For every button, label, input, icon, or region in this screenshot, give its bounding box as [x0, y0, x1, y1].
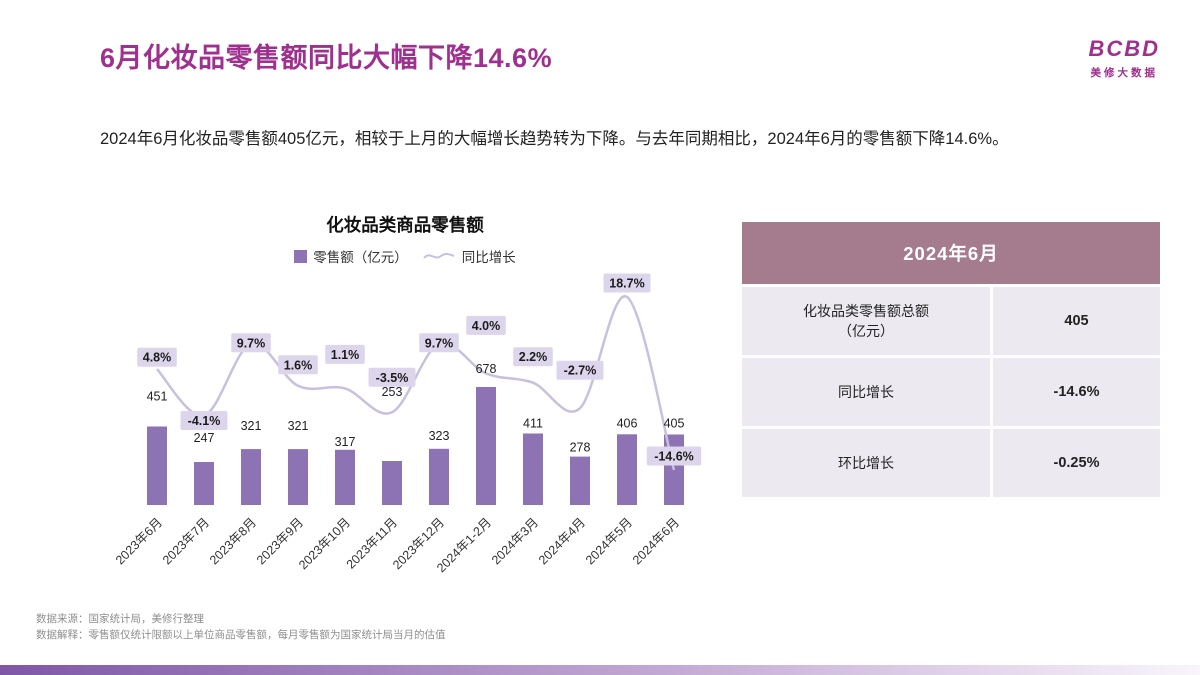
table-row-value: -0.25%	[993, 429, 1160, 497]
bar-value-label: 247	[194, 431, 215, 445]
bar	[241, 449, 261, 505]
growth-label: 4.8%	[143, 351, 172, 365]
growth-label: 4.0%	[472, 319, 501, 333]
table-row-label: 环比增长	[742, 429, 990, 497]
growth-label-chip	[603, 273, 651, 293]
bar-value-label: 406	[617, 416, 638, 430]
growth-label: 1.6%	[284, 358, 313, 372]
table-row-label: 同比增长	[742, 358, 990, 426]
summary-table: 2024年6月 化妆品类零售额总额 （亿元） 405 同比增长 -14.6% 环…	[742, 222, 1160, 497]
brand-logo-subtext: 美修大数据	[1090, 67, 1158, 79]
legend-line-label: 同比增长	[461, 250, 516, 265]
table-row-label-line1: 环比增长	[838, 454, 894, 471]
chart-legend: 零售额（亿元） 同比增长	[95, 246, 715, 266]
growth-label-chip	[368, 367, 416, 387]
bar-value-label: 253	[382, 385, 403, 399]
bar-value-label: 323	[429, 429, 450, 443]
growth-label-chip	[325, 344, 365, 364]
growth-label-chip	[180, 411, 228, 430]
table-row-label-line2: （亿元）	[838, 323, 894, 339]
chart-title: 化妆品类商品零售额	[326, 215, 484, 235]
growth-label: -4.1%	[188, 414, 221, 428]
bar	[429, 448, 449, 505]
bar	[382, 461, 402, 505]
bar	[476, 387, 496, 505]
legend-item-bar: 零售额（亿元）	[294, 246, 408, 266]
table-row-value: 405	[993, 287, 1160, 355]
growth-label-chip	[137, 347, 177, 367]
bar	[147, 426, 167, 505]
growth-label: -14.6%	[654, 450, 694, 464]
bar-value-label: 451	[147, 390, 168, 404]
table-row-label: 化妆品类零售额总额 （亿元）	[742, 287, 990, 355]
bar-value-label: 321	[288, 419, 309, 433]
page-title: 6月化妆品零售额同比大幅下降14.6%	[100, 43, 553, 73]
growth-label: 9.7%	[425, 336, 454, 350]
footnotes: 数据来源：国家统计局，美修行整理 数据解释：零售额仅统计限额以上单位商品零售额，…	[36, 611, 446, 644]
bar-swatch-icon	[294, 249, 308, 263]
bar	[523, 433, 543, 505]
category-label: 2024年6月	[630, 515, 682, 567]
line-swatch-icon	[422, 252, 455, 259]
growth-label: 2.2%	[519, 350, 548, 364]
table-row: 同比增长 -14.6%	[742, 358, 1160, 426]
growth-label: 18.7%	[609, 277, 644, 291]
growth-label: -2.7%	[564, 364, 597, 378]
bar-value-label: 278	[570, 441, 591, 455]
category-label: 2023年6月	[113, 515, 165, 567]
chart-section: 化妆品类商品零售额 零售额（亿元） 同比增长 451 247 321 321 317 25…	[95, 212, 715, 625]
bar	[194, 462, 214, 505]
table-row: 环比增长 -0.25%	[742, 429, 1160, 497]
brand-logo: BCBD 美修大数据	[1088, 36, 1160, 80]
growth-label-chip	[278, 355, 318, 375]
category-label: 2024年4月	[536, 515, 588, 567]
growth-label-chip	[646, 446, 702, 466]
retail-chart-svg: 451 247 321 321 317 253 323 678 411 278 406 405 4.8%…	[113, 273, 702, 575]
footnote-explanation: 数据解释：零售额仅统计限额以上单位商品零售额，每月零售额为国家统计局当月的估值	[36, 629, 446, 642]
table-row-value: -14.6%	[993, 358, 1160, 426]
growth-label-chip	[419, 333, 459, 353]
category-label: 2024年5月	[583, 515, 635, 567]
legend-bar-label: 零售额（亿元）	[313, 250, 408, 265]
summary-paragraph: 2024年6月化妆品零售额405亿元，相较于上月的大幅增长趋势转为下降。与去年同…	[100, 130, 1009, 148]
bar-value-label: 411	[523, 417, 543, 431]
bar	[570, 456, 590, 505]
bar	[335, 449, 355, 505]
category-label: 2023年7月	[160, 515, 212, 567]
growth-label-chip	[556, 360, 604, 380]
chart-canvas: 451 247 321 321 317 253 323 678 411 278 406 405 4.8%…	[95, 270, 715, 625]
table-row-label-line1: 同比增长	[838, 383, 894, 400]
bar-value-label: 405	[664, 417, 685, 431]
summary-table-header: 2024年6月	[742, 222, 1160, 284]
bar-value-label: 317	[335, 435, 356, 449]
footnote-source: 数据来源：国家统计局，美修行整理	[36, 613, 204, 625]
growth-label: -3.5%	[376, 371, 409, 385]
bottom-gradient-bar	[0, 665, 1200, 675]
table-row: 化妆品类零售额总额 （亿元） 405	[742, 287, 1160, 355]
table-row-label-line1: 化妆品类零售额总额	[803, 302, 929, 319]
bar	[617, 434, 637, 505]
bar	[288, 449, 308, 505]
category-label: 2024年3月	[489, 515, 541, 567]
category-label: 2023年8月	[207, 515, 259, 567]
growth-label-chip	[513, 347, 553, 367]
bar-value-label: 678	[476, 362, 497, 376]
bar-value-label: 321	[241, 419, 262, 433]
growth-label-chip	[231, 333, 271, 353]
growth-label-chip	[466, 315, 506, 335]
legend-item-line: 同比增长	[422, 246, 516, 266]
growth-label: 9.7%	[237, 336, 266, 350]
growth-label: 1.1%	[331, 348, 360, 362]
brand-logo-text: BCBD	[1088, 36, 1160, 61]
